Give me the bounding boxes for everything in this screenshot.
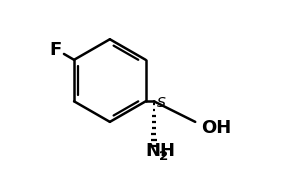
Text: NH: NH — [146, 142, 176, 160]
Text: 2: 2 — [159, 150, 169, 163]
Text: F: F — [49, 41, 61, 59]
Text: S: S — [157, 96, 166, 110]
Text: OH: OH — [201, 119, 231, 137]
